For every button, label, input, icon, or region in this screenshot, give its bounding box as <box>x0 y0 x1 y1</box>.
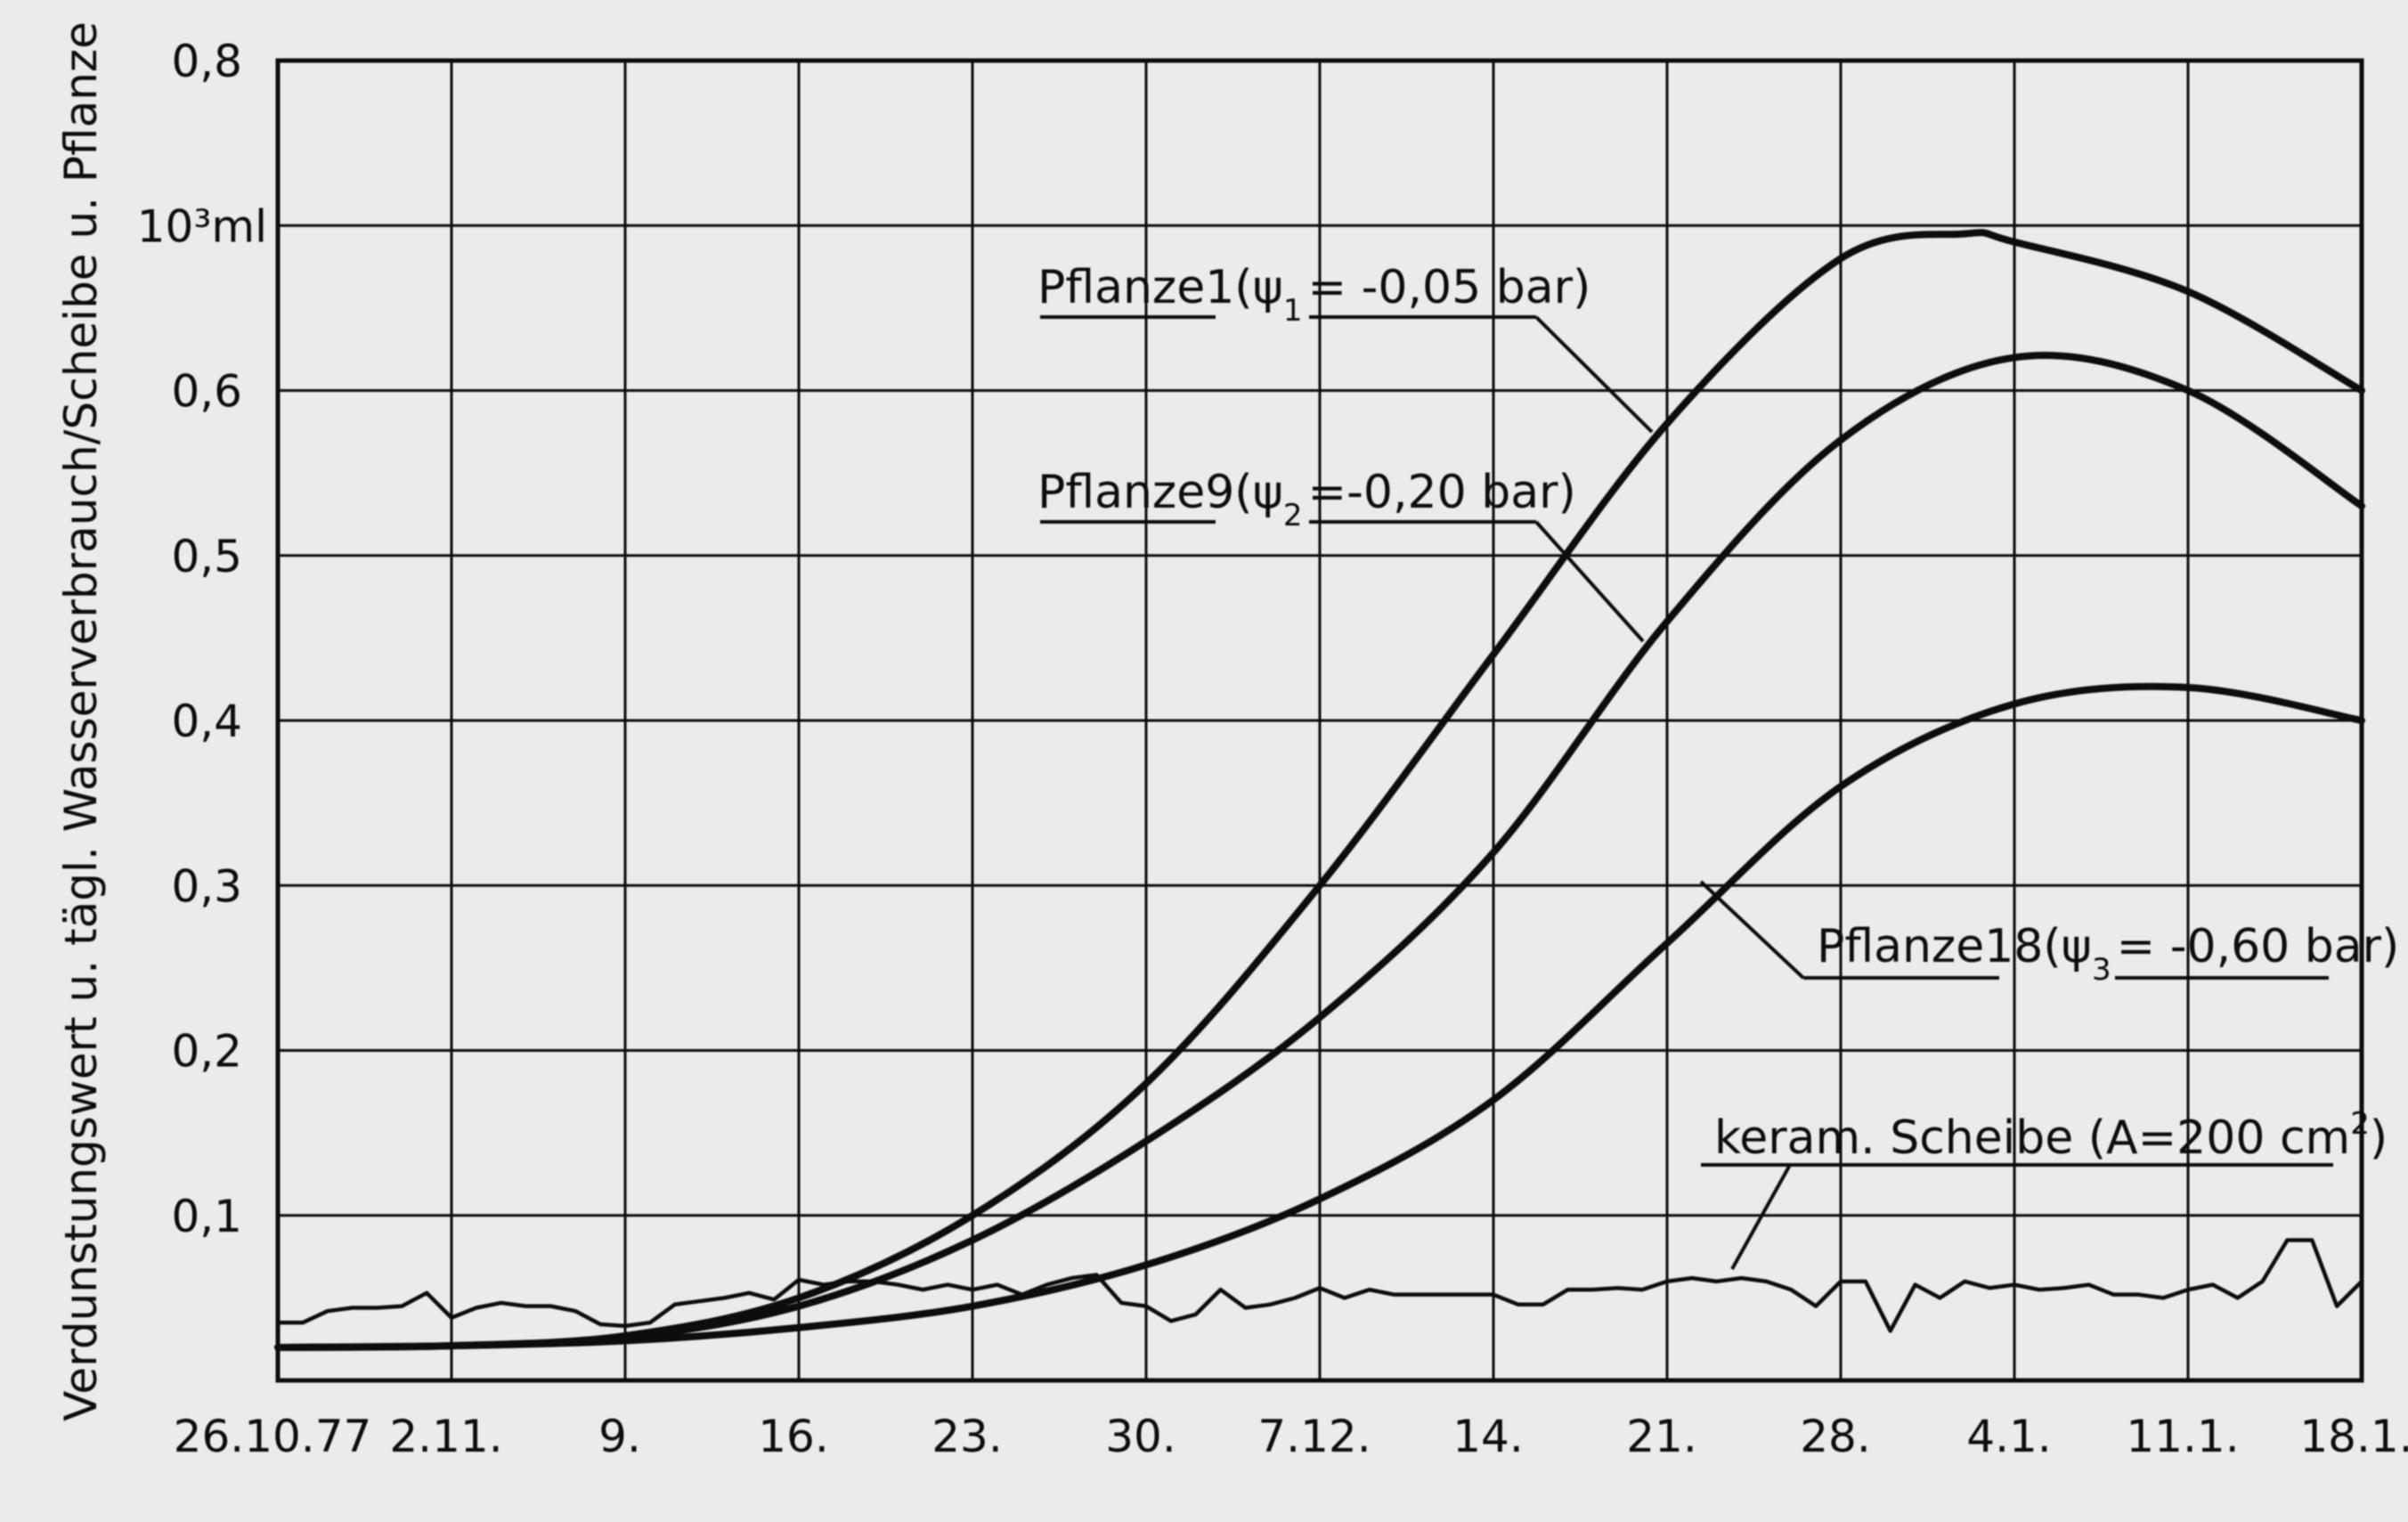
legend-scheibe-prefix: keram. Scheibe (A=200 cm <box>1714 1111 2350 1165</box>
x-tick-label: 18.1. <box>2299 1411 2408 1462</box>
series-line-keram-scheibe <box>278 1238 2363 1333</box>
y-tick-labels: 0,1 0,2 0,3 0,4 0,5 0,6 0,8 <box>171 36 242 1242</box>
legend-pflanze18-subscript: 3 <box>2092 952 2111 988</box>
legend-pflanze1-subscript: 1 <box>1283 293 1303 329</box>
svg-text:Pflanze1(ψ1= -0,05 bar): Pflanze1(ψ1 = -0,05 bar) <box>1037 261 1590 329</box>
x-tick-label: 16. <box>758 1411 829 1462</box>
y-tick-label: 0,8 <box>171 36 242 87</box>
x-tick-label: 23. <box>931 1411 1003 1462</box>
legend-pflanze18-prefix: Pflanze18(ψ <box>1817 920 2092 973</box>
legend-scheibe-superscript: 2 <box>2350 1106 2370 1142</box>
legend-pflanze1-leader-line <box>1534 315 1654 434</box>
y-tick-label: 0,3 <box>171 860 242 912</box>
series-line-pflanze18 <box>274 682 2365 1351</box>
legend-pflanze9-prefix: Pflanze9(ψ <box>1037 466 1283 519</box>
y-tick-label: 0,6 <box>171 366 242 418</box>
svg-text:keram. Scheibe (A=200 cm2): keram. Scheibe (A=200 cm2) <box>1714 1106 2388 1165</box>
legend-scheibe-leader-line <box>1730 1164 1792 1270</box>
x-tick-labels: 26.10.77 2.11. 9. 16. 23. 30. 7.12. 14. 21. 28. 4.… <box>174 1411 2408 1462</box>
legend-label-scheibe: keram. Scheibe (A=200 cm2) <box>1701 1106 2388 1270</box>
legend-scheibe-value: ) <box>2370 1111 2388 1165</box>
y-axis-label: Verdunstungswert u. tägl. Wasserverbrauc… <box>55 21 107 1421</box>
y-tick-label: 0,4 <box>171 696 242 747</box>
legend-pflanze9-subscript: 2 <box>1283 498 1303 533</box>
series-line-pflanze9 <box>274 352 2365 1351</box>
x-tick-label: 26.10.77 <box>174 1411 372 1462</box>
legend-pflanze1-value: = -0,05 bar) <box>1308 261 1591 314</box>
legend-pflanze9-leader-line <box>1534 520 1645 643</box>
x-tick-label: 28. <box>1800 1411 1871 1462</box>
x-tick-label: 30. <box>1105 1411 1176 1462</box>
legend-label-pflanze18: Pflanze18(ψ3 = -0,60 bar) <box>1699 880 2399 988</box>
y-tick-label: 0,1 <box>171 1191 242 1242</box>
x-tick-label: 9. <box>598 1411 641 1462</box>
x-tick-label: 7.12. <box>1257 1411 1371 1462</box>
legend-pflanze18-leader-line <box>1699 880 1805 980</box>
x-tick-label: 2.11. <box>389 1411 502 1462</box>
y-unit-label: 10³ml <box>137 200 267 252</box>
x-tick-label: 4.1. <box>1966 1411 2051 1462</box>
legend-pflanze9-value: =-0,20 bar) <box>1308 466 1576 519</box>
svg-text:Pflanze9(ψ2=-0,20 bar): Pflanze9(ψ2 =-0,20 bar) <box>1037 466 1576 533</box>
x-tick-label: 14. <box>1452 1411 1524 1462</box>
x-tick-label: 11.1. <box>2126 1411 2239 1462</box>
x-tick-label: 21. <box>1626 1411 1697 1462</box>
series-lines <box>274 229 2365 1351</box>
legend-label-pflanze9: Pflanze9(ψ2 =-0,20 bar) <box>1037 466 1645 643</box>
svg-text:Pflanze18(ψ3= -0,60 bar): Pflanze18(ψ3 = -0,60 bar) <box>1817 920 2399 988</box>
legend-pflanze18-value: = -0,60 bar) <box>2117 920 2400 973</box>
y-tick-label: 0,5 <box>171 531 242 582</box>
legend-label-pflanze1: Pflanze1(ψ1 = -0,05 bar) <box>1037 261 1654 434</box>
legend-pflanze1-prefix: Pflanze1(ψ <box>1037 261 1283 314</box>
y-tick-label: 0,2 <box>171 1026 242 1078</box>
